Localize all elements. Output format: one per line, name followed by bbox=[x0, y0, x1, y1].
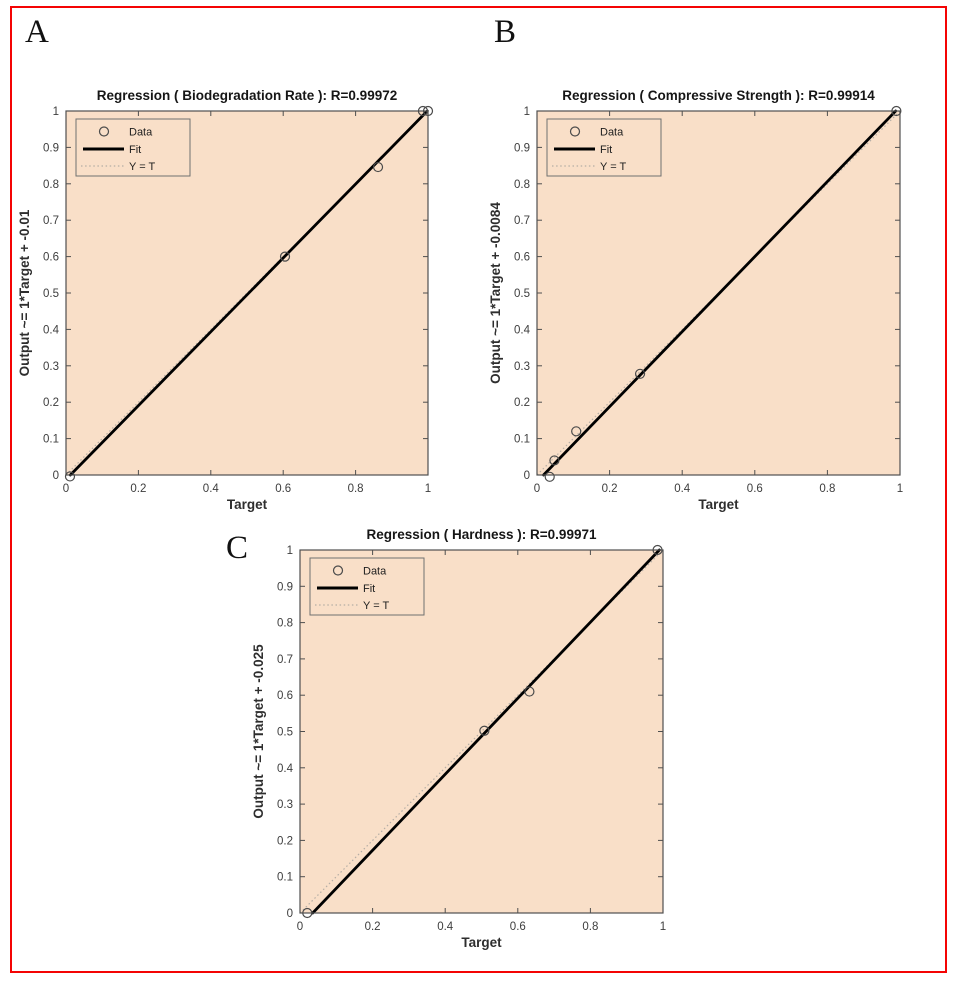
x-tick-label: 0 bbox=[534, 483, 540, 495]
y-tick-label: 0.7 bbox=[277, 654, 293, 666]
data-point bbox=[479, 725, 490, 736]
data-point bbox=[634, 368, 646, 379]
y-tick-label: 0.6 bbox=[43, 252, 59, 264]
x-tick-label: 0.2 bbox=[602, 483, 618, 495]
data-point bbox=[524, 686, 535, 697]
y-tick-label: 0.2 bbox=[514, 397, 530, 409]
y-tick-label: 0.7 bbox=[514, 215, 530, 227]
y-tick-label: 0.8 bbox=[514, 179, 530, 191]
y-tick-label: 0.4 bbox=[43, 324, 60, 336]
y-tick-label: 0.9 bbox=[514, 142, 530, 154]
y-tick-label: 0.2 bbox=[277, 835, 293, 847]
y-tick-label: 1 bbox=[53, 106, 59, 118]
chart-title: Regression ( Biodegradation Rate ): R=0.… bbox=[97, 88, 397, 103]
fit-line bbox=[311, 548, 661, 915]
x-axis-label: Target bbox=[227, 497, 268, 512]
x-tick-label: 0.4 bbox=[674, 483, 691, 495]
y-tick-label: 0.5 bbox=[43, 288, 59, 300]
legend-label: Data bbox=[363, 566, 387, 578]
y-axis-label: Output ~= 1*Target + -0.025 bbox=[251, 644, 266, 819]
legend-label: Fit bbox=[363, 583, 375, 595]
panel-label-b: B bbox=[494, 14, 517, 50]
legend-label: Data bbox=[129, 127, 153, 139]
legend-data-marker-icon bbox=[332, 565, 344, 576]
y-tick-label: 0.9 bbox=[277, 581, 293, 593]
figure-border bbox=[10, 6, 947, 973]
legend: Data Fit Y = T bbox=[309, 557, 425, 616]
y-tick-label: 0.9 bbox=[43, 142, 59, 154]
legend: Data Fit Y = T bbox=[546, 118, 662, 177]
y-tick-label: 0.4 bbox=[277, 763, 294, 775]
y-tick-label: 0.1 bbox=[277, 872, 293, 884]
y-tick-label: 0.3 bbox=[43, 361, 59, 373]
data-point bbox=[64, 471, 76, 482]
regression-panel-A: 0 0.2 0.4 0.6 0.8 1 0 0.1 0.2 0.3 0.4 0.5 0.6 0.7 0.8 0… bbox=[17, 88, 434, 512]
y-tick-label: 0 bbox=[524, 470, 530, 482]
x-tick-label: 0 bbox=[63, 483, 69, 495]
y-tick-label: 0.3 bbox=[514, 361, 530, 373]
legend-label: Y = T bbox=[129, 161, 155, 173]
x-tick-label: 0.4 bbox=[437, 921, 454, 933]
legend-label: Fit bbox=[600, 144, 612, 156]
x-tick-label: 0 bbox=[297, 921, 303, 933]
legend-label: Y = T bbox=[600, 161, 626, 173]
data-point bbox=[544, 471, 555, 482]
x-tick-label: 0.8 bbox=[819, 483, 835, 495]
x-tick-label: 1 bbox=[660, 921, 666, 933]
x-tick-label: 0.4 bbox=[203, 483, 220, 495]
data-point bbox=[372, 161, 384, 173]
y-tick-label: 1 bbox=[287, 545, 293, 557]
y-tick-label: 0.6 bbox=[277, 690, 293, 702]
y-tick-label: 0.7 bbox=[43, 215, 59, 227]
y-tick-label: 0.2 bbox=[43, 397, 59, 409]
y-tick-label: 0.1 bbox=[514, 434, 530, 446]
fit-line bbox=[542, 109, 898, 477]
x-axis-label: Target bbox=[698, 497, 739, 512]
x-tick-label: 0.6 bbox=[510, 921, 526, 933]
x-tick-label: 0.8 bbox=[582, 921, 598, 933]
chart-title: Regression ( Compressive Strength ): R=0… bbox=[562, 88, 875, 103]
y-tick-label: 0.5 bbox=[277, 727, 293, 739]
y-tick-label: 0.3 bbox=[277, 799, 293, 811]
x-tick-label: 0.6 bbox=[747, 483, 763, 495]
chart-title: Regression ( Hardness ): R=0.99971 bbox=[367, 527, 597, 542]
y-tick-label: 0.6 bbox=[514, 252, 530, 264]
y-tick-label: 1 bbox=[524, 106, 530, 118]
legend-label: Fit bbox=[129, 144, 141, 156]
legend-data-marker-icon bbox=[569, 126, 581, 137]
legend-data-marker-icon bbox=[98, 126, 110, 137]
data-point bbox=[279, 251, 291, 262]
legend: Data Fit Y = T bbox=[75, 118, 191, 177]
y-axis-label: Output ~= 1*Target + -0.0084 bbox=[488, 202, 503, 384]
x-tick-label: 0.2 bbox=[130, 483, 146, 495]
y-axis-label: Output ~= 1*Target + -0.01 bbox=[17, 209, 32, 376]
x-axis-label: Target bbox=[461, 935, 502, 950]
panel-label-a: A bbox=[25, 14, 49, 50]
x-tick-label: 0.2 bbox=[365, 921, 381, 933]
y-tick-label: 0 bbox=[287, 908, 293, 920]
regression-panel-B: 0 0.2 0.4 0.6 0.8 1 0 0.1 0.2 0.3 0.4 0.5 0.6 0.7 0.8 0… bbox=[488, 88, 903, 512]
x-tick-label: 0.6 bbox=[275, 483, 291, 495]
x-tick-label: 1 bbox=[425, 483, 431, 495]
regression-panel-C: 0 0.2 0.4 0.6 0.8 1 0 0.1 0.2 0.3 0.4 0.5 0.6 0.7 0.8 0… bbox=[251, 527, 666, 950]
y-tick-label: 0.5 bbox=[514, 288, 530, 300]
y-tick-label: 0.8 bbox=[277, 618, 293, 630]
legend-label: Y = T bbox=[363, 600, 389, 612]
x-tick-label: 0.8 bbox=[348, 483, 364, 495]
data-point bbox=[549, 455, 560, 466]
legend-label: Data bbox=[600, 127, 624, 139]
y-tick-label: 0.4 bbox=[514, 324, 531, 336]
y-tick-label: 0 bbox=[53, 470, 59, 482]
y-tick-label: 0.1 bbox=[43, 434, 59, 446]
fit-line bbox=[68, 109, 429, 477]
y-tick-label: 0.8 bbox=[43, 179, 59, 191]
data-point bbox=[571, 426, 582, 437]
x-tick-label: 1 bbox=[897, 483, 903, 495]
panel-label-c: C bbox=[226, 530, 249, 566]
